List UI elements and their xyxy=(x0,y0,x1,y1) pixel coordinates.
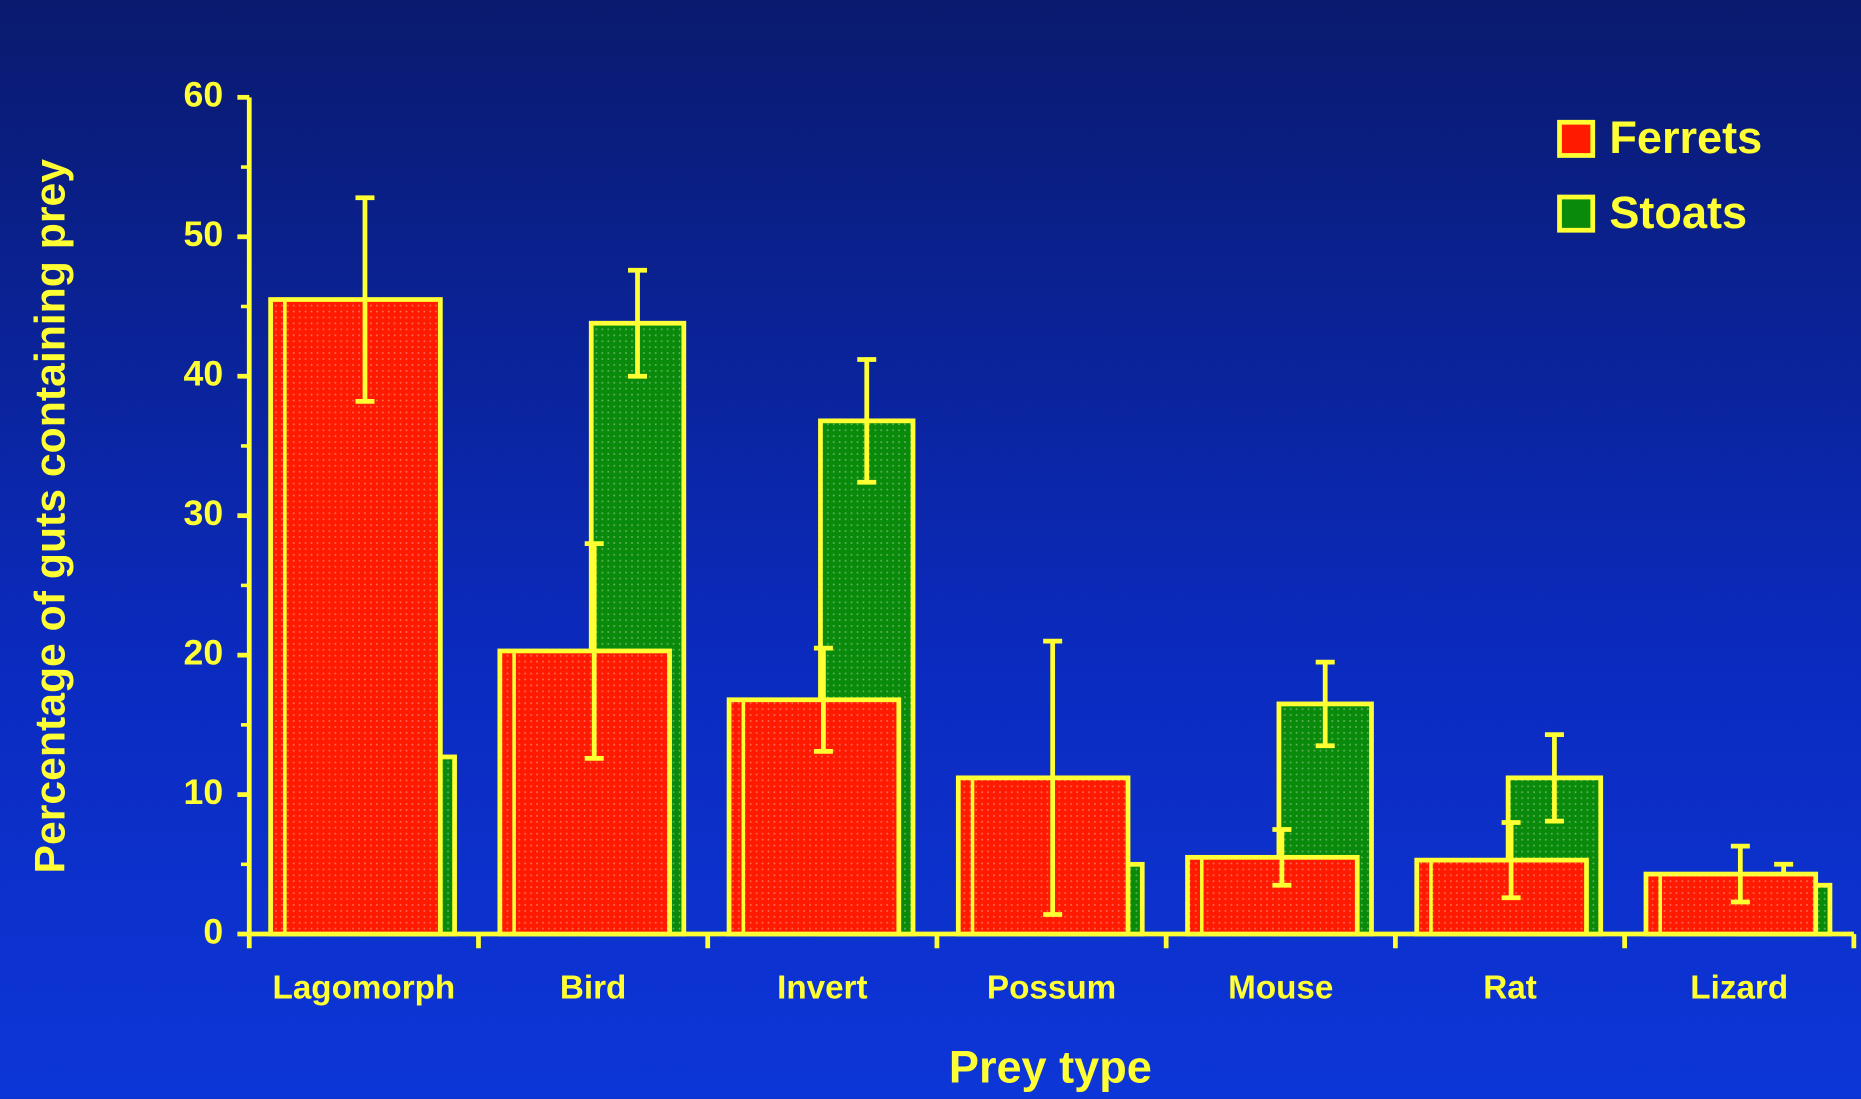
x-tick-label: Bird xyxy=(560,970,626,1007)
legend-swatch xyxy=(1560,122,1593,155)
x-tick-label: Mouse xyxy=(1228,970,1333,1007)
y-tick-label: 40 xyxy=(184,354,224,394)
bar-texture xyxy=(271,300,441,935)
page: {"chart_data": {"type": "bar", "x_label"… xyxy=(0,0,1861,1099)
x-tick-label: Lagomorph xyxy=(273,970,456,1007)
x-axis-label: Prey type xyxy=(949,1041,1152,1092)
y-axis-label-text: Percentage of guts containing prey xyxy=(27,159,75,874)
x-tick-label: Lizard xyxy=(1690,970,1788,1007)
chart: Percentage of guts containing prey Prey … xyxy=(0,0,1861,1099)
bar-texture xyxy=(1188,857,1358,934)
bar-texture xyxy=(958,778,1128,934)
legend-label: Stoats xyxy=(1609,187,1747,238)
y-tick-label: 60 xyxy=(184,75,224,115)
bar-texture xyxy=(500,651,670,934)
x-tick-label: Possum xyxy=(987,970,1116,1007)
y-axis-label: Percentage of guts containing prey xyxy=(27,159,75,874)
legend-swatch xyxy=(1560,197,1593,230)
y-tick-label: 50 xyxy=(184,214,224,254)
x-tick-label: Invert xyxy=(777,970,867,1007)
legend-label: Ferrets xyxy=(1609,112,1762,163)
y-tick-label: 10 xyxy=(184,772,224,812)
y-tick-label: 20 xyxy=(184,633,224,673)
y-tick-label: 0 xyxy=(203,911,223,951)
y-tick-label: 30 xyxy=(184,493,224,533)
x-tick-label: Rat xyxy=(1483,970,1537,1007)
bar-texture xyxy=(729,700,899,934)
